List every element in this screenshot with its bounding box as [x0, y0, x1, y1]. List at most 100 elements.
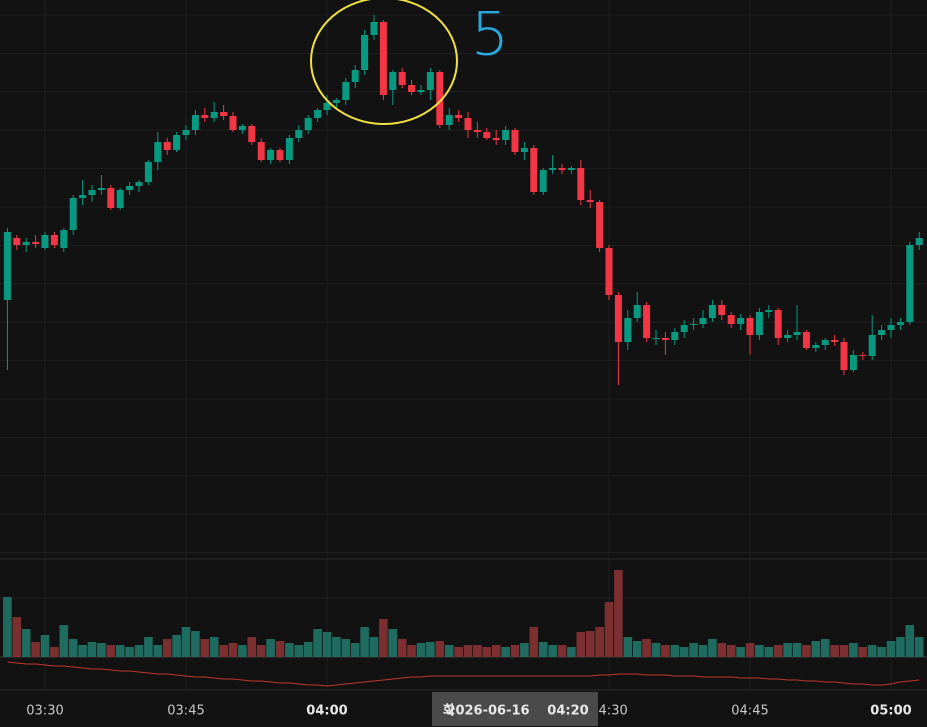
volume-bar [313, 629, 322, 657]
volume-bar [454, 647, 463, 657]
candle-body [144, 162, 152, 182]
candle-body [210, 112, 218, 118]
candle-body [483, 132, 491, 138]
volume-bar [604, 602, 614, 657]
candle-body [361, 35, 369, 70]
volume-bar [68, 639, 78, 657]
candle-body [285, 138, 293, 160]
volume-bar [125, 647, 134, 657]
volume-bar [764, 647, 774, 657]
candle-body [492, 138, 500, 140]
volume-bar [59, 625, 69, 657]
candle-body [135, 182, 143, 186]
candle-body [849, 355, 857, 370]
volume-bar [332, 637, 341, 657]
volume-bar [708, 639, 717, 657]
candle-body [276, 150, 284, 160]
candle-body [887, 325, 895, 330]
volume-bar [115, 645, 125, 657]
candle-body [398, 72, 406, 85]
volume-bar [209, 637, 219, 657]
candle-body [182, 130, 190, 135]
candle-body [370, 22, 378, 35]
candle-body [41, 235, 49, 248]
volume-bar [181, 627, 191, 657]
x-tick-label: 04:00 [306, 704, 347, 719]
volume-bar [548, 645, 557, 657]
candle-body [878, 330, 886, 335]
volume-bar [567, 647, 576, 657]
volume-bar [745, 643, 755, 657]
volume-bar [849, 643, 858, 657]
volume-bar [820, 639, 830, 657]
indicator-line [7, 661, 920, 687]
volume-bar [162, 639, 172, 657]
volume-bar [529, 627, 539, 657]
volume-bar [397, 639, 407, 657]
volume-bar [717, 643, 727, 657]
candle-body [445, 115, 453, 125]
candle-body [802, 332, 810, 348]
volume-bar [689, 643, 698, 657]
candle-body [13, 238, 21, 245]
candle-body [304, 118, 312, 130]
volume-bar [632, 641, 642, 657]
candle-body [502, 130, 510, 140]
candle-body [596, 202, 604, 248]
x-tick-label: 05:00 [870, 704, 911, 719]
candle-body [840, 342, 848, 370]
volume-bar [416, 643, 426, 657]
volume-bar [40, 635, 50, 657]
candle-body [737, 318, 745, 324]
volume-bar [783, 643, 792, 657]
candle-body [906, 245, 914, 322]
candle-body [868, 335, 876, 356]
volume-bar [679, 647, 689, 657]
candle-body [859, 355, 867, 356]
volume-bar [614, 570, 623, 657]
x-tick-label: 04:30 [590, 704, 627, 719]
volume-bar [191, 631, 200, 657]
candle-body [708, 305, 716, 318]
volume-bar [360, 627, 369, 657]
candle-body [201, 115, 209, 118]
volume-bar [87, 642, 97, 657]
marks [3, 15, 924, 687]
candle-body [257, 142, 265, 160]
volume-bar [238, 645, 247, 657]
candle-body [605, 248, 613, 295]
candle-body [661, 338, 669, 340]
candle-body [107, 188, 115, 208]
volume-bar [228, 643, 238, 657]
crosshair-label-box [432, 692, 598, 726]
volume-bar [97, 643, 106, 657]
crosshair-day: 화 [443, 703, 455, 719]
volume-bar [576, 632, 586, 657]
volume-bar [3, 597, 12, 657]
volume-bar [651, 643, 661, 657]
volume-bar [839, 645, 849, 657]
candle-body [793, 332, 801, 335]
candle-body [97, 188, 105, 190]
volume-bar [491, 645, 501, 657]
volume-bar [388, 629, 398, 657]
candle-body [295, 130, 303, 138]
candle-body [163, 142, 171, 150]
candle-body [408, 85, 416, 92]
annotation-circle [310, 0, 458, 125]
candle-body [624, 318, 632, 342]
candle-body [267, 150, 275, 160]
volume-bar [21, 629, 31, 657]
volume-bar [266, 639, 275, 657]
volume-bar [755, 645, 764, 657]
volume-bar [341, 639, 351, 657]
candle-body [671, 332, 679, 340]
candle-body [126, 186, 134, 190]
volume-bar [726, 645, 736, 657]
volume-bar [31, 642, 40, 657]
x-tick-label: 03:45 [167, 704, 204, 719]
volume-bar [520, 643, 529, 657]
candle-body [774, 310, 782, 338]
